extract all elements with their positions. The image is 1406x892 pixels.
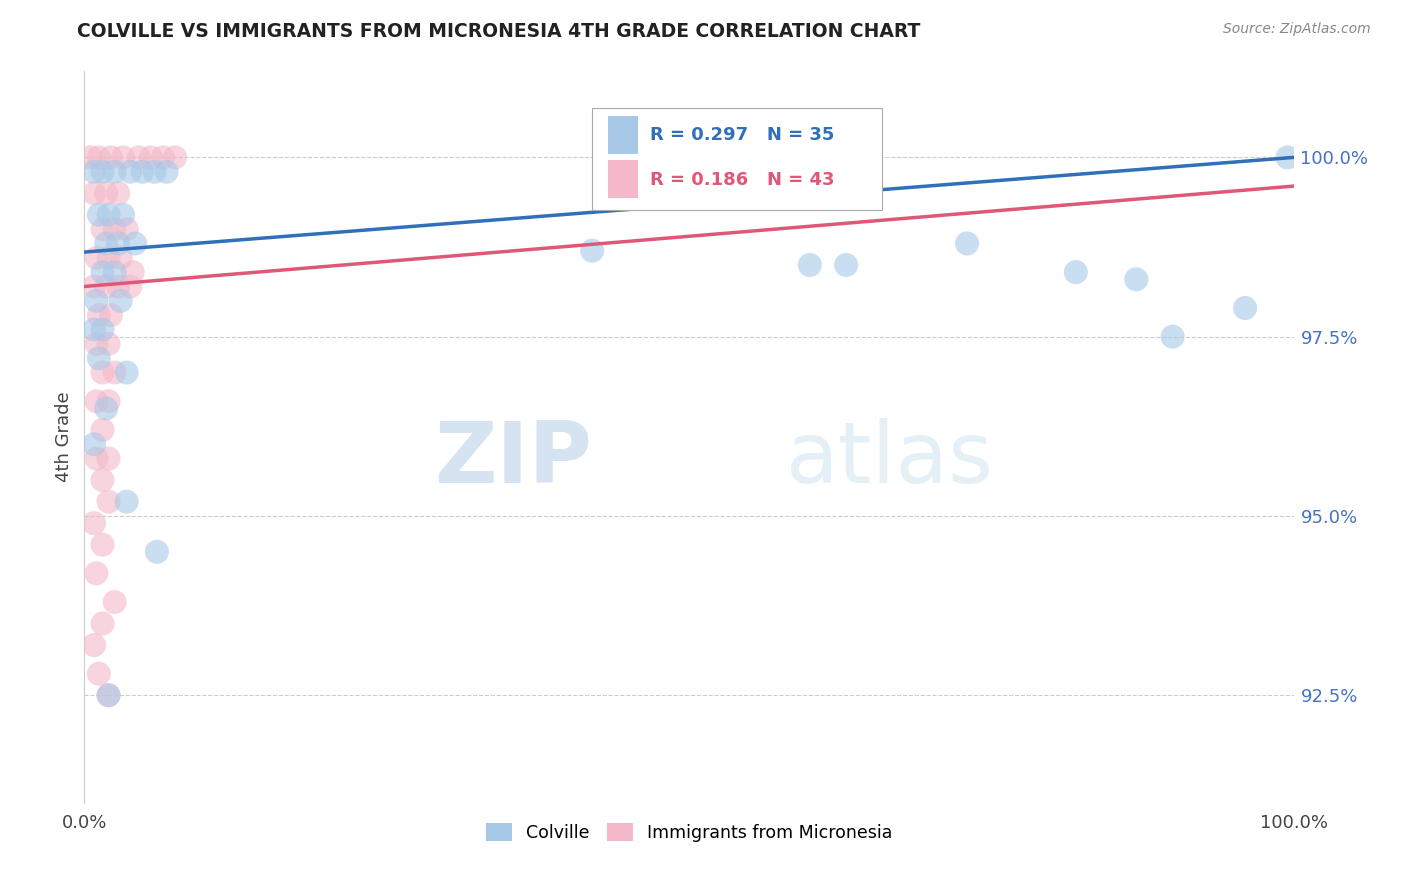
Point <box>83 186 105 201</box>
Point <box>1234 301 1257 315</box>
Point <box>104 165 127 179</box>
Point <box>139 150 162 164</box>
Point <box>94 279 117 293</box>
Legend: Colville, Immigrants from Micronesia: Colville, Immigrants from Micronesia <box>479 816 898 849</box>
Point <box>956 236 979 251</box>
Point <box>83 437 105 451</box>
Point <box>115 222 138 236</box>
Point <box>83 516 105 530</box>
Point <box>83 638 105 652</box>
Point <box>91 538 114 552</box>
Point <box>131 165 153 179</box>
Text: R = 0.186   N = 43: R = 0.186 N = 43 <box>650 170 835 188</box>
Point <box>97 451 120 466</box>
Point <box>87 308 110 322</box>
Point <box>91 366 114 380</box>
Point <box>124 236 146 251</box>
Point <box>112 208 135 222</box>
Point <box>165 150 187 164</box>
Point <box>91 265 114 279</box>
Point <box>104 366 127 380</box>
Point <box>87 666 110 681</box>
Point <box>155 165 177 179</box>
Point <box>87 150 110 164</box>
Point <box>121 265 143 279</box>
Point <box>91 423 114 437</box>
Bar <box>607 160 638 198</box>
Point <box>83 322 105 336</box>
Point <box>79 150 101 164</box>
Point <box>91 165 114 179</box>
Point <box>97 494 120 508</box>
Point <box>87 208 110 222</box>
Point <box>107 186 129 201</box>
Point <box>1125 272 1147 286</box>
Point <box>115 366 138 380</box>
Point <box>835 258 858 272</box>
Point <box>110 293 132 308</box>
FancyBboxPatch shape <box>592 108 883 211</box>
Point <box>94 236 117 251</box>
Point <box>104 222 127 236</box>
Point <box>97 394 120 409</box>
Point <box>91 473 114 487</box>
Text: atlas: atlas <box>786 417 994 500</box>
Point <box>581 244 603 258</box>
Text: COLVILLE VS IMMIGRANTS FROM MICRONESIA 4TH GRADE CORRELATION CHART: COLVILLE VS IMMIGRANTS FROM MICRONESIA 4… <box>77 22 921 41</box>
Point <box>152 150 174 164</box>
Point <box>97 688 120 702</box>
Point <box>146 545 169 559</box>
Text: Source: ZipAtlas.com: Source: ZipAtlas.com <box>1223 22 1371 37</box>
Point <box>143 165 166 179</box>
Point <box>120 165 142 179</box>
Point <box>100 308 122 322</box>
Point <box>83 279 105 293</box>
Point <box>97 251 120 265</box>
Point <box>97 208 120 222</box>
Point <box>94 186 117 201</box>
Text: ZIP: ZIP <box>434 417 592 500</box>
Point <box>110 251 132 265</box>
Point <box>87 351 110 366</box>
Point <box>91 322 114 336</box>
Point <box>86 251 108 265</box>
Point <box>107 279 129 293</box>
Point <box>107 236 129 251</box>
Bar <box>607 116 638 154</box>
Point <box>91 222 114 236</box>
Text: R = 0.297   N = 35: R = 0.297 N = 35 <box>650 126 835 144</box>
Point <box>97 336 120 351</box>
Point <box>799 258 821 272</box>
Point <box>94 401 117 416</box>
Point <box>91 616 114 631</box>
Point <box>86 293 108 308</box>
Point <box>86 336 108 351</box>
Point <box>112 150 135 164</box>
Point <box>100 150 122 164</box>
Point <box>86 451 108 466</box>
Point <box>1277 150 1299 164</box>
Point <box>86 566 108 581</box>
Point <box>104 265 127 279</box>
Point <box>104 595 127 609</box>
Point <box>1161 329 1184 343</box>
Y-axis label: 4th Grade: 4th Grade <box>55 392 73 483</box>
Point <box>120 279 142 293</box>
Point <box>1064 265 1087 279</box>
Point <box>128 150 150 164</box>
Point <box>86 394 108 409</box>
Point <box>97 688 120 702</box>
Point <box>115 494 138 508</box>
Point <box>83 165 105 179</box>
